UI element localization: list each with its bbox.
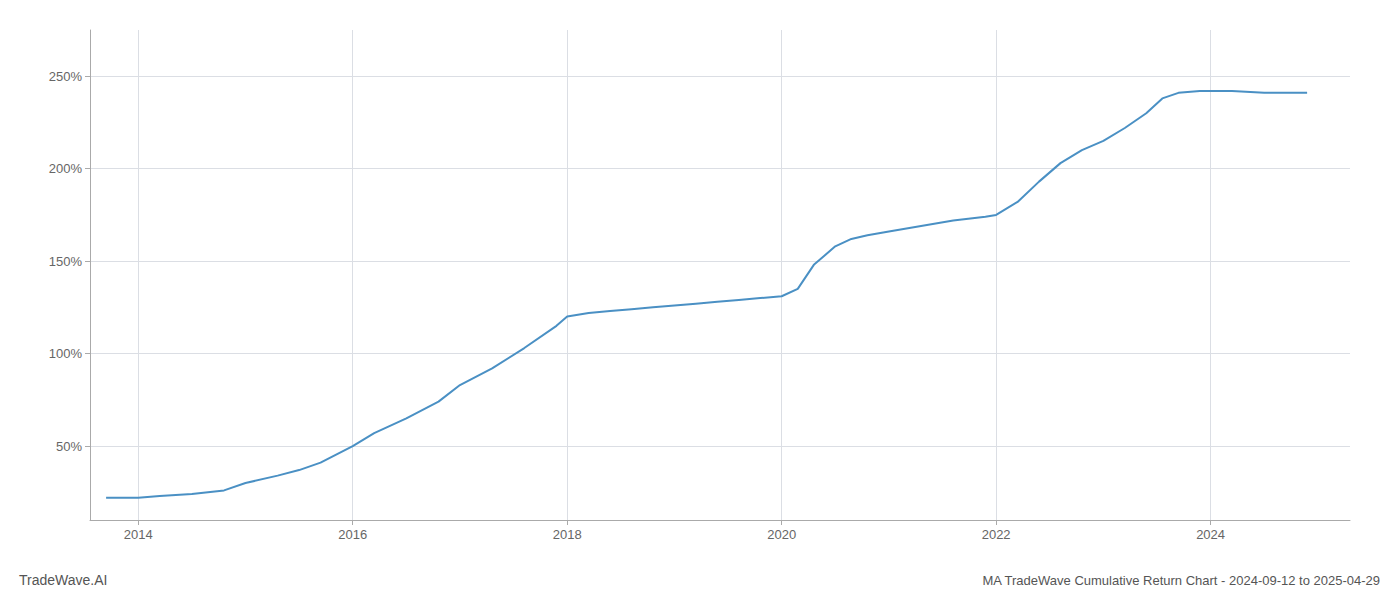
svg-text:MA TradeWave Cumulative Return: MA TradeWave Cumulative Return Chart - 2… — [982, 573, 1380, 588]
svg-text:2020: 2020 — [767, 527, 796, 542]
svg-text:2014: 2014 — [124, 527, 153, 542]
svg-text:2016: 2016 — [338, 527, 367, 542]
svg-text:250%: 250% — [49, 69, 83, 84]
svg-text:200%: 200% — [49, 161, 83, 176]
svg-text:150%: 150% — [49, 254, 83, 269]
svg-text:50%: 50% — [56, 439, 82, 454]
svg-text:100%: 100% — [49, 346, 83, 361]
svg-text:2018: 2018 — [553, 527, 582, 542]
svg-text:2022: 2022 — [982, 527, 1011, 542]
svg-text:TradeWave.AI: TradeWave.AI — [19, 572, 107, 588]
svg-text:2024: 2024 — [1196, 527, 1225, 542]
